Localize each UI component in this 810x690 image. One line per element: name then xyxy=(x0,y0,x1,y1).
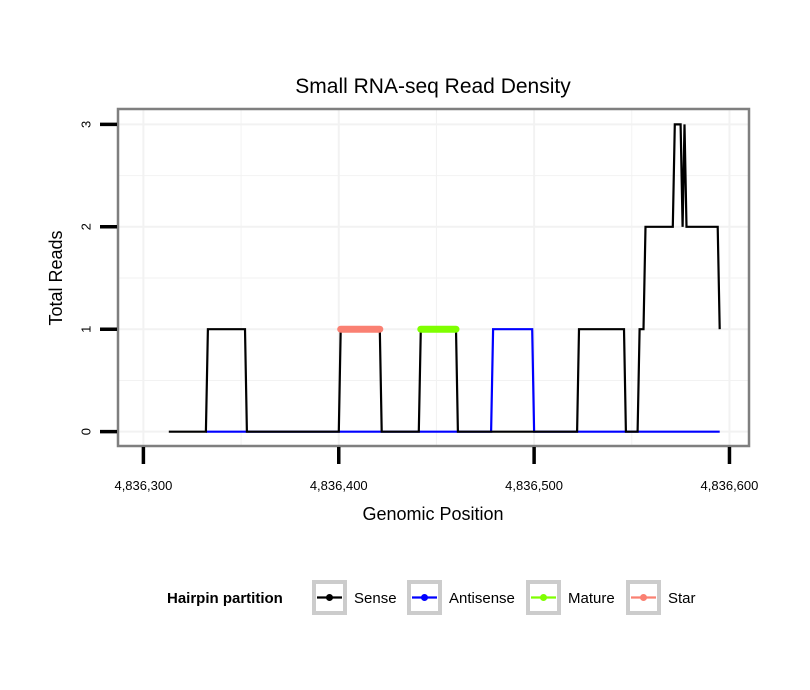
legend-entry-sense: Sense xyxy=(312,580,397,615)
y-axis: 0 1 2 3 xyxy=(79,121,117,435)
y-tick-label: 0 xyxy=(79,428,94,435)
y-tick-label: 1 xyxy=(79,326,94,333)
legend-label: Mature xyxy=(568,590,615,607)
y-tick-label: 2 xyxy=(79,223,94,230)
y-axis-title: Total Reads xyxy=(46,230,66,325)
legend-title: Hairpin partition xyxy=(167,590,283,607)
plot-border xyxy=(116,107,751,448)
series-sense-line xyxy=(168,123,721,433)
legend-key-point xyxy=(540,594,547,601)
series-layer xyxy=(168,123,721,433)
legend-key-point xyxy=(640,594,647,601)
legend-label: Antisense xyxy=(449,590,515,607)
x-tick-label: 4,836,600 xyxy=(701,478,759,493)
legend-key-point xyxy=(326,594,333,601)
plot-panel xyxy=(118,109,749,446)
legend-entry-antisense: Antisense xyxy=(407,580,515,615)
chart-title: Small RNA-seq Read Density xyxy=(295,75,571,98)
x-tick-label: 4,836,500 xyxy=(505,478,563,493)
x-axis-title: Genomic Position xyxy=(362,504,503,524)
x-tick-label: 4,836,300 xyxy=(114,478,172,493)
legend-label: Sense xyxy=(354,590,397,607)
legend: Hairpin partition Sense Antisense Mature St… xyxy=(167,580,696,615)
x-axis: 4,836,300 4,836,400 4,836,500 4,836,600 xyxy=(114,447,758,493)
x-tick-label: 4,836,400 xyxy=(310,478,368,493)
legend-entry-star: Star xyxy=(626,580,696,615)
legend-label: Star xyxy=(668,590,696,607)
legend-key-point xyxy=(421,594,428,601)
legend-entry-mature: Mature xyxy=(526,580,615,615)
y-tick-label: 3 xyxy=(79,121,94,128)
